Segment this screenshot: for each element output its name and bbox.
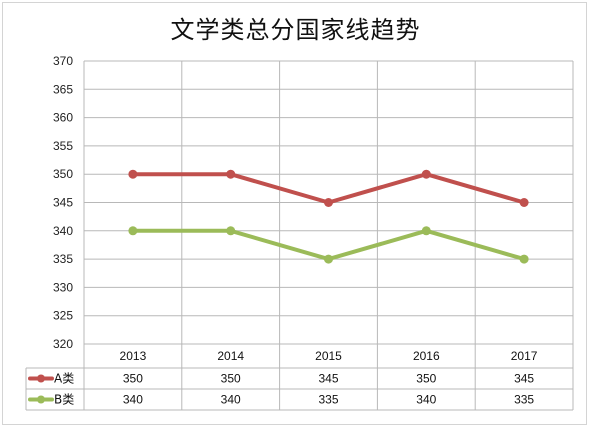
data-point-0-3 [421,169,431,179]
table-value-1-3: 340 [416,393,436,407]
y-tick-label-345: 345 [53,196,73,210]
table-value-0-1: 350 [221,372,241,386]
chart-title: 文学类总分国家线趋势 [170,16,421,44]
legend-label-0: A类 [54,372,74,386]
data-table: 2013 2014 2015 2016 2017 A类 350 350 345 350 345 B类 3… [25,61,574,411]
table-value-0-4: 345 [514,372,534,386]
x-category-label-2016: 2016 [413,349,440,363]
x-category-label-2013: 2013 [120,349,147,363]
y-tick-label-355: 355 [53,139,73,153]
legend-label-1: B类 [54,393,74,407]
y-tick-label-325: 325 [53,309,73,323]
y-tick-label-360: 360 [53,111,73,125]
table-value-0-0: 350 [123,372,143,386]
data-point-0-2 [324,198,333,207]
legend-key-marker-1 [37,395,45,404]
y-tick-label-340: 340 [53,224,73,238]
y-tick-label-335: 335 [53,252,73,266]
grid-lines [84,60,573,317]
x-category-label-2014: 2014 [217,349,244,363]
table-value-0-2: 345 [318,372,338,386]
data-point-1-1 [226,226,236,236]
y-tick-label-365: 365 [53,82,73,96]
table-value-1-2: 335 [318,393,338,407]
data-point-1-3 [421,226,431,236]
y-axis-tick-labels: 320 325 330 335 340 345 350 355 360 365 370 [53,54,73,351]
y-tick-label-330: 330 [53,280,73,294]
table-value-1-0: 340 [123,393,143,407]
table-value-1-4: 335 [514,393,534,407]
data-point-1-2 [324,254,333,264]
data-point-0-4 [519,198,529,207]
series-lines [128,169,529,264]
data-point-1-0 [128,226,138,236]
x-category-label-2015: 2015 [315,349,342,363]
chart-frame [2,2,587,425]
y-tick-label-320: 320 [53,337,73,351]
data-point-0-0 [128,169,138,179]
y-tick-label-370: 370 [53,54,73,68]
table-value-0-3: 350 [416,372,436,386]
data-point-0-1 [226,169,236,179]
table-value-1-1: 340 [221,393,241,407]
y-tick-label-350: 350 [53,167,73,181]
x-category-label-2017: 2017 [511,349,538,363]
data-point-1-4 [519,254,529,264]
legend-key-marker-0 [37,374,45,383]
